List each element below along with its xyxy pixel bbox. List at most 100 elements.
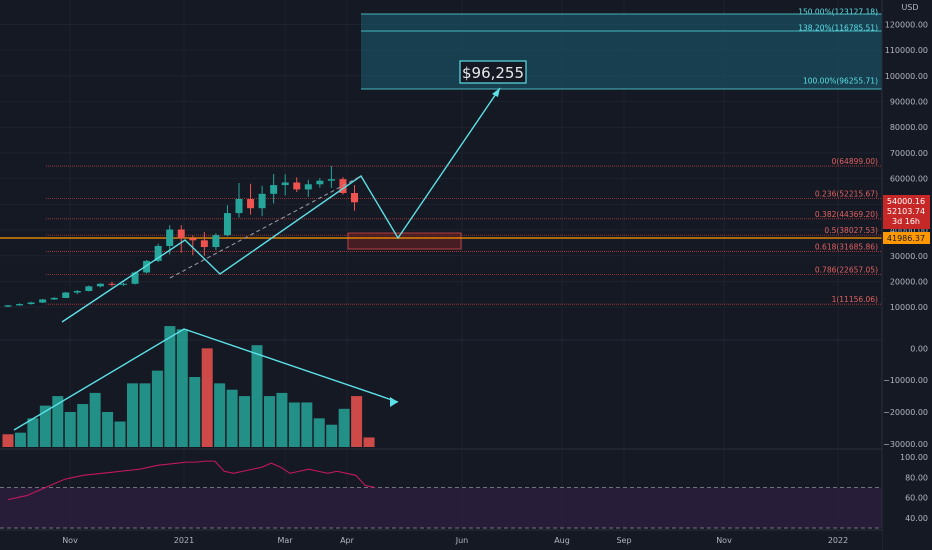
support-zone-box[interactable]: [347, 232, 462, 250]
target-zone-box: [361, 14, 882, 89]
fibonacci-levels: 150.00%(123127.18) 138.20%(116785.51) 100.…: [46, 7, 882, 305]
price-axis-tick: 20000.00: [890, 277, 928, 286]
volume-bar: [338, 408, 350, 447]
price-axis-tick: 40000.00: [890, 226, 928, 235]
volume-bar: [288, 402, 300, 447]
rsi-axis-tick: 40.00: [905, 514, 928, 523]
volume-bar: [263, 396, 275, 447]
price-axis-tick: 110000.00: [885, 46, 928, 55]
candle-body: [258, 193, 266, 209]
candle-body: [270, 185, 278, 194]
second-price-text: 52103.74: [887, 207, 925, 216]
time-axis[interactable]: [0, 530, 882, 550]
fib-level-label: 100.00%(96255.71): [803, 76, 878, 85]
fib-level-label: 138.20%(116785.51): [798, 24, 878, 33]
candle-body: [154, 245, 162, 261]
candle-body: [62, 292, 70, 298]
volume-bar: [251, 345, 263, 447]
volume-bar: [2, 434, 14, 447]
candle-body: [131, 272, 139, 284]
volume-bar: [214, 383, 226, 447]
candle-body: [73, 290, 81, 293]
rsi-axis-tick: 100.00: [900, 453, 928, 462]
rsi-axis-tick: 60.00: [905, 494, 928, 503]
volume-axis-tick: −10000.00: [883, 376, 928, 385]
volume-bar: [201, 348, 213, 447]
volume-bar: [363, 437, 375, 447]
target-price-text: $96,255: [462, 64, 524, 82]
trend-drawings[interactable]: [61, 87, 501, 323]
price-axis-tick: 80000.00: [890, 123, 928, 132]
candle-body: [16, 304, 24, 306]
candle-body: [85, 286, 93, 291]
volume-axis-tick: −30000.00: [883, 440, 928, 449]
candle-body: [200, 240, 208, 248]
candle-body: [304, 184, 312, 190]
current-price-tag[interactable]: 54000.16 52103.74 3d 16h: [883, 195, 930, 229]
current-price-text: 54000.16: [887, 197, 925, 206]
rsi-line: [7, 460, 375, 501]
volume-bar: [301, 402, 313, 447]
candle-body: [120, 283, 127, 285]
volume-bar: [64, 412, 76, 447]
rsi-band: [0, 487, 882, 528]
candle-body: [293, 182, 301, 190]
price-axis[interactable]: [882, 0, 932, 550]
fib-level-label: 0.236(52215.67): [815, 190, 878, 199]
volume-axis-tick: −20000.00: [883, 408, 928, 417]
fib-level-label: 0.5(38027.53): [824, 226, 878, 235]
time-axis-label: Nov: [716, 536, 732, 545]
candle-body: [4, 305, 12, 307]
candle-body: [143, 260, 151, 273]
time-axis-label: Nov: [62, 536, 78, 545]
volume-bar: [276, 392, 288, 447]
volume-bar: [27, 418, 39, 447]
candle-body: [316, 180, 324, 185]
fib-level-label: 0.618(31685.86): [815, 242, 878, 251]
volume-bar: [52, 396, 64, 447]
volume-bar: [313, 418, 325, 447]
volume-bars: [2, 326, 375, 447]
dashed-trend-line: [169, 175, 362, 279]
candle-body: [108, 283, 116, 285]
candle-body: [223, 213, 231, 236]
volume-bar: [89, 392, 101, 447]
price-axis-tick: 70000.00: [890, 149, 928, 158]
candle-body: [339, 179, 347, 194]
candle-body: [39, 299, 47, 303]
candle-body: [96, 283, 104, 287]
time-axis-labels: Nov 2021 Mar Apr Jun Aug Sep Nov 2022: [62, 536, 848, 545]
price-axis-tick: 100000.00: [885, 72, 928, 81]
volume-bar: [77, 404, 89, 447]
rsi-axis-tick: 80.00: [905, 473, 928, 482]
target-price-box: [459, 60, 527, 84]
volume-bar: [239, 396, 251, 447]
target-price-callout[interactable]: $96,255: [459, 60, 527, 84]
currency-label: USD: [901, 3, 918, 12]
support-price-tag[interactable]: 41986.37: [883, 232, 930, 244]
volume-bar: [14, 432, 26, 447]
fib-level-label: 150.00%(123127.18): [798, 7, 878, 16]
candle-body: [281, 182, 289, 186]
price-axis-tick: 10000.00: [890, 303, 928, 312]
volume-bar: [39, 405, 51, 447]
volume-bar: [189, 377, 201, 447]
support-price-tag-box: [883, 232, 930, 244]
volume-bar: [114, 421, 126, 447]
volume-bar: [326, 424, 338, 447]
volume-axis-ticks: 0.00 −10000.00 −20000.00 −30000.00: [883, 344, 928, 448]
trend-line-1[interactable]: [61, 87, 501, 323]
candle-body: [177, 229, 185, 239]
price-axis-tick: 120000.00: [885, 20, 928, 29]
volume-trend-lines[interactable]: [13, 328, 399, 431]
candle-body: [50, 297, 58, 300]
current-price-tag-box: [883, 195, 930, 229]
candle-body: [351, 193, 358, 203]
price-axis-tick: 60000.00: [890, 175, 928, 184]
volume-bar: [226, 389, 238, 447]
volume-bar: [151, 370, 163, 447]
support-price-text: 41986.37: [887, 234, 925, 243]
time-axis-label: Aug: [554, 536, 570, 545]
candle-body: [235, 198, 243, 214]
